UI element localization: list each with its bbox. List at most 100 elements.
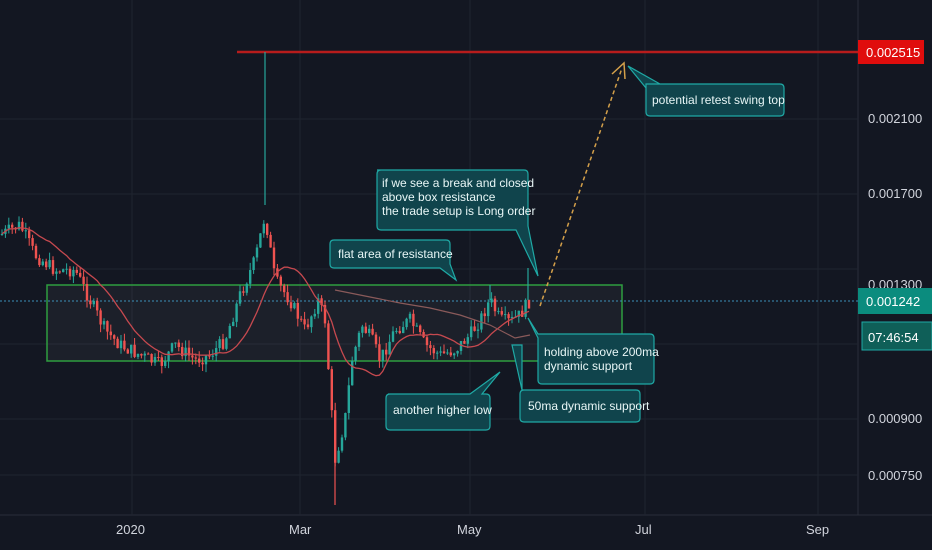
countdown-label: 07:46:54	[868, 330, 919, 345]
candles	[0, 52, 531, 505]
candle-body	[194, 357, 197, 359]
candle-body	[459, 340, 463, 351]
candle-body	[306, 324, 310, 328]
candle-body	[177, 342, 180, 348]
candle-body	[473, 326, 476, 331]
candle-body	[164, 361, 167, 366]
candle-body	[293, 303, 296, 309]
candle-body	[41, 261, 44, 266]
candle-body	[466, 337, 469, 344]
candle-body	[252, 257, 255, 271]
moving-average-line	[1, 227, 530, 377]
candle-body	[55, 271, 58, 274]
candle-body	[480, 313, 483, 330]
candle-body	[398, 330, 401, 334]
time-tick: Mar	[289, 522, 312, 537]
candle-body	[242, 291, 245, 293]
candle-body	[150, 354, 153, 363]
candle-body	[412, 313, 415, 327]
callout-ma50[interactable]: 50ma dynamic support	[511, 344, 650, 423]
candle-body	[51, 260, 55, 274]
candle-body	[432, 348, 435, 354]
candle-body	[521, 310, 524, 317]
candle-body	[300, 318, 303, 320]
time-tick: May	[457, 522, 482, 537]
candle-body	[279, 276, 282, 286]
target-price-label: 0.002515	[866, 45, 920, 60]
price-axis: 0.002100 0.001700 0.001300 0.000900 0.00…	[868, 111, 922, 483]
candle-body	[262, 223, 265, 234]
candle-body	[143, 353, 146, 356]
candle-body	[249, 270, 252, 284]
candle-body	[500, 311, 503, 315]
candle-body	[96, 300, 99, 311]
candle-body	[31, 238, 34, 246]
candle-body	[17, 221, 21, 230]
price-axis-background	[858, 0, 932, 550]
candle-body	[85, 283, 89, 301]
callout-higher-low[interactable]: another higher low	[385, 371, 501, 431]
candle-body	[34, 245, 38, 259]
candle-body	[497, 311, 500, 313]
candle-body	[68, 268, 72, 277]
callout-retest[interactable]: potential retest swing top	[627, 65, 785, 117]
candle-body	[232, 321, 235, 326]
candle-body	[272, 247, 276, 269]
callout-flat-area-text: flat area of resistance	[338, 247, 453, 261]
candle-body	[402, 327, 405, 334]
candle-body	[470, 326, 473, 338]
time-tick: Jul	[635, 522, 652, 537]
candle-body	[147, 353, 150, 355]
candle-body	[245, 283, 248, 293]
candle-body	[153, 357, 157, 363]
candle-body	[106, 321, 109, 332]
time-tick: Sep	[806, 522, 829, 537]
callout-holding[interactable]: holding above 200ma dynamic support	[527, 317, 659, 385]
candle-body	[344, 412, 347, 438]
candle-body	[204, 355, 208, 365]
price-tick: 0.000750	[868, 468, 922, 483]
candle-body	[191, 355, 194, 358]
candle-body	[483, 313, 486, 317]
target-price-badge: 0.002515	[858, 40, 924, 64]
projection-arrow[interactable]	[539, 61, 626, 307]
candle-body	[187, 347, 191, 356]
callout-breakout[interactable]: if we see a break and closed above box r…	[376, 169, 539, 277]
callout-flat-area[interactable]: flat area of resistance	[329, 239, 458, 282]
candle-body	[364, 326, 367, 333]
candle-body	[490, 298, 493, 303]
candle-body	[374, 334, 378, 345]
candle-body	[269, 234, 272, 248]
candle-body	[303, 319, 306, 325]
candle-body	[487, 302, 490, 317]
candle-body	[449, 352, 452, 356]
candle-body	[21, 221, 24, 231]
candle-body	[429, 345, 432, 349]
candle-body	[357, 332, 361, 347]
candle-body	[391, 331, 395, 342]
candle-body	[317, 298, 320, 314]
callout-holding-line1: holding above 200ma	[544, 345, 659, 359]
candle-body	[517, 310, 520, 317]
candle-body	[259, 233, 262, 248]
candle-body	[221, 339, 225, 349]
candle-body	[113, 335, 116, 339]
candle-body	[310, 316, 313, 328]
callout-holding-line2: dynamic support	[544, 359, 633, 373]
candle-body	[436, 352, 439, 354]
candle-body	[99, 310, 102, 325]
candle-body	[116, 338, 119, 349]
time-axis: 2020 Mar May Jul Sep	[116, 522, 829, 537]
candle-body	[507, 314, 510, 319]
candle-body	[140, 353, 143, 356]
candle-body	[524, 299, 527, 317]
candle-body	[255, 247, 259, 258]
candle-body	[45, 261, 48, 268]
candle-body	[65, 268, 68, 270]
candle-body	[201, 362, 204, 365]
candle-body	[313, 313, 316, 317]
candle-body	[160, 357, 163, 366]
resistance-box[interactable]	[46, 284, 623, 362]
